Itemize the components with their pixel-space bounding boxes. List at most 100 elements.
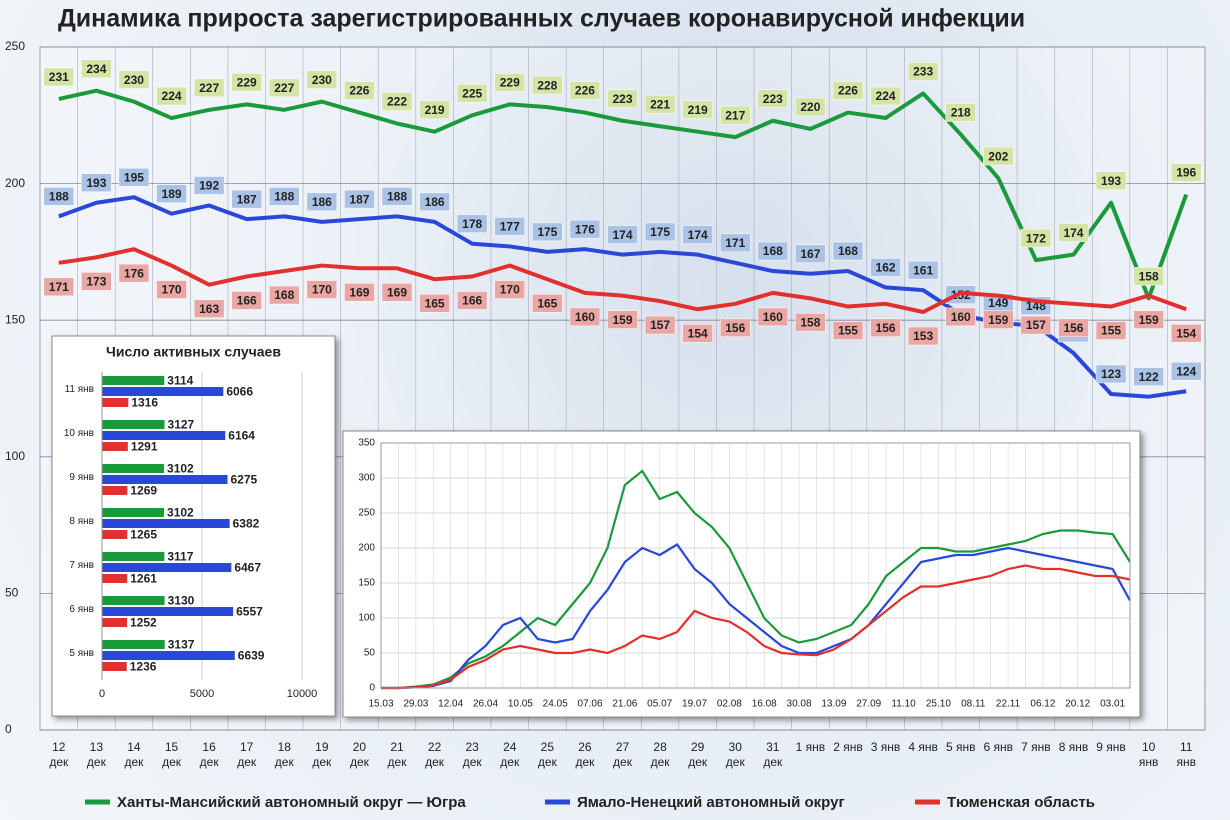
value-label: 6164: [228, 429, 255, 443]
value-label-box: [269, 78, 300, 98]
value-label: 6275: [231, 473, 258, 487]
value-label-box: [193, 176, 225, 195]
value-label-box: [43, 277, 75, 297]
x-tick-label: 22 дек: [425, 740, 445, 769]
x-tick-label: 14 дек: [124, 740, 144, 769]
x-tick-label: 28 дек: [650, 740, 670, 769]
x-tick-label: 10.05: [508, 699, 533, 710]
value-label: 233: [913, 65, 933, 79]
bar: [102, 662, 127, 671]
value-label-box: [344, 189, 375, 209]
value-label-box: [344, 283, 375, 302]
value-label: 3117: [167, 550, 193, 564]
value-label-box: [193, 78, 225, 98]
value-label-box: [456, 291, 488, 310]
y-tick-label: 350: [358, 438, 375, 449]
value-label: 122: [1139, 370, 1159, 384]
x-tick-label: 26.04: [473, 699, 498, 710]
value-label: 160: [763, 310, 783, 324]
x-tick-label: 16.08: [752, 699, 777, 710]
value-label: 221: [650, 97, 670, 111]
value-label: 163: [199, 302, 219, 316]
value-label: 170: [162, 283, 182, 297]
bar: [102, 464, 165, 473]
value-label-box: [419, 100, 450, 119]
value-label: 3102: [167, 462, 194, 476]
value-label: 6382: [233, 517, 260, 531]
y-tick-label: 200: [5, 176, 25, 190]
value-label-box: [494, 73, 526, 92]
value-label: 187: [237, 192, 257, 206]
x-tick-label: 13 дек: [86, 740, 106, 769]
value-label: 162: [876, 261, 896, 275]
value-label-box: [381, 283, 413, 302]
value-label-box: [1058, 318, 1089, 338]
value-label-box: [757, 307, 789, 327]
x-tick-label: 06.12: [1030, 699, 1055, 710]
value-label-box: [682, 225, 713, 244]
value-label-box: [532, 293, 563, 313]
x-tick-label: 08.11: [961, 699, 986, 710]
bar: [102, 442, 128, 451]
x-tick-label: 9 янв: [1096, 740, 1126, 754]
x-tick-label: 30.08: [787, 699, 812, 710]
value-label: 176: [575, 222, 595, 236]
y-tick-label: 10 янв: [64, 428, 94, 439]
x-tick-label: 4 янв: [908, 740, 938, 754]
chart-title: Динамика прироста зарегистрированных слу…: [58, 5, 1025, 33]
x-tick-label: 20.12: [1065, 699, 1090, 710]
x-tick-label: 23 дек: [462, 740, 482, 769]
x-tick-label: 20 дек: [349, 740, 369, 769]
value-label-box: [118, 263, 150, 283]
value-label: 234: [86, 62, 106, 76]
y-tick-label: 9 янв: [69, 472, 94, 483]
bar: [102, 519, 230, 528]
y-tick-label: 200: [358, 543, 375, 554]
x-tick-label: 07.06: [578, 699, 603, 710]
y-tick-label: 150: [358, 578, 375, 589]
value-label-box: [1133, 310, 1164, 329]
y-tick-label: 150: [5, 312, 25, 326]
value-label: 1316: [131, 396, 158, 410]
bar: [102, 376, 165, 385]
value-label-box: [456, 214, 488, 233]
x-tick-label: 27 дек: [613, 740, 632, 769]
value-label: 223: [612, 92, 632, 106]
x-tick-label: 10 янв: [1138, 740, 1159, 769]
value-label: 166: [462, 294, 482, 308]
value-label: 171: [49, 280, 69, 294]
plot-border: [380, 442, 1131, 689]
value-label: 6557: [236, 605, 263, 619]
value-label: 170: [500, 283, 520, 297]
value-label-box: [1058, 223, 1089, 242]
value-label-box: [607, 89, 638, 109]
value-label-box: [118, 70, 150, 89]
value-label-box: [983, 146, 1014, 166]
value-label: 218: [951, 106, 971, 120]
value-label: 186: [425, 195, 445, 209]
bar: [102, 552, 165, 561]
x-tick-label: 24 дек: [500, 740, 520, 769]
bar: [102, 475, 228, 484]
value-label-box: [231, 73, 262, 92]
value-label-box: [1020, 315, 1052, 335]
value-label-box: [1170, 361, 1202, 381]
bar: [102, 607, 234, 616]
value-label: 1261: [130, 572, 157, 586]
value-label-box: [795, 97, 826, 117]
inset-title: Число активных случаев: [106, 344, 281, 360]
value-label: 226: [838, 84, 858, 98]
value-label-box: [381, 92, 413, 111]
value-label: 174: [1063, 226, 1083, 240]
y-tick-label: 0: [5, 722, 12, 736]
value-label-box: [569, 307, 601, 327]
bar: [102, 640, 165, 649]
y-tick-label: 8 янв: [69, 516, 94, 527]
x-tick-label: 05.07: [647, 699, 672, 710]
x-tick-label: 29.03: [403, 699, 428, 710]
value-label: 227: [199, 81, 219, 95]
value-label: 160: [951, 310, 971, 324]
value-label: 169: [349, 285, 369, 299]
y-tick-label: 0: [369, 683, 375, 694]
